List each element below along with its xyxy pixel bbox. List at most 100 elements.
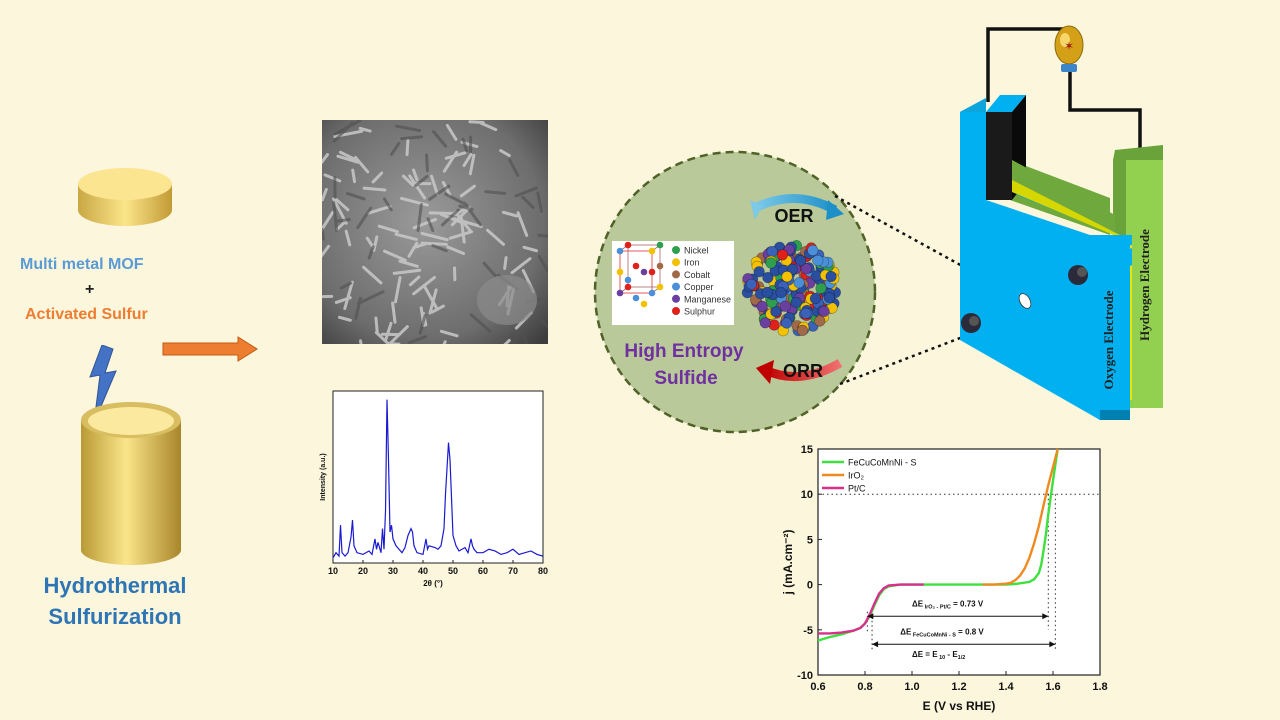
method-line-1: Hydrothermal [43,573,187,598]
sem-rod [510,257,532,275]
sem-rod [468,153,476,176]
sem-rod [462,201,482,227]
sem-rod [408,174,427,200]
series-line [982,448,1059,586]
sem-rod [334,218,351,223]
sem-rod [322,210,335,232]
sem-rod [426,217,435,233]
y-axis-label: j (mA.cm⁻²) [781,529,795,595]
atom-sphere [807,244,819,257]
hes-title-line-1: High Entropy [624,341,744,362]
legend-element-name: Copper [684,282,714,292]
screw-icon [1068,265,1088,285]
sem-rod [499,149,511,158]
legend-label: FeCuCoMnNi - S [848,458,917,468]
sulfur-label: Activated Sulfur [25,306,148,323]
y-tick-label: 10 [801,489,813,501]
hydrogen-electrode-label: Hydrogen Electrode [1137,229,1152,341]
xrd-line [332,399,544,559]
method-line-2: Sulfurization [48,604,182,629]
sem-rod [362,265,383,285]
sem-rod [374,316,379,334]
atom-sphere [790,296,802,309]
sem-rod [414,174,429,188]
y-tick-label: -5 [803,625,813,637]
atom-sphere [793,277,805,289]
arrow-right-icon [162,336,258,362]
xrd-x-tick-label: 80 [538,566,548,576]
sem-rod [354,296,362,320]
sem-rod [416,202,423,233]
atom-sphere [766,245,778,258]
sem-rod [394,276,402,304]
legend-element-name: Manganese [684,294,731,304]
legend-marker [672,270,680,279]
sem-rod [362,186,387,192]
sem-rod [390,141,401,156]
xrd-x-tick-label: 30 [388,566,398,576]
sem-rod [459,215,466,244]
black-plate [986,112,1012,200]
x-tick-label: 0.8 [857,681,872,693]
svg-text:✶: ✶ [1064,39,1074,53]
sem-rod [520,330,529,344]
atom-sphere [825,270,837,283]
sem-rod [391,301,397,324]
sem-rod [359,339,363,344]
atom-sphere [796,324,809,336]
sem-rod [344,229,352,247]
atom-sphere [815,282,827,294]
sem-rod [392,268,422,275]
atom-sphere [800,307,812,319]
light-bulb-icon: ✶ [1054,25,1084,72]
sem-rod [399,196,429,207]
oer-arrow-icon [752,194,838,214]
sem-rod [323,173,342,183]
crystal-lattice-icon [616,241,664,308]
sem-rod [418,313,427,335]
sem-micrograph [322,120,548,344]
method-label: Hydrothermal Sulfurization [20,570,210,632]
sem-rod [395,124,422,133]
sem-rod [425,153,429,173]
sem-rod [343,280,354,310]
x-tick-label: 1.0 [904,681,919,693]
sem-rod [351,168,357,184]
sem-rod [412,168,419,182]
sem-rod [322,227,325,241]
atom-sphere [765,257,777,269]
sem-rod [401,174,415,187]
x-tick-label: 0.6 [810,681,825,693]
sem-rod [339,281,353,290]
sem-rod [356,206,373,230]
sem-rod [514,186,539,198]
oxygen-cell-body [960,112,1130,420]
y-tick-label: -10 [797,670,813,682]
autoclave-cylinder [81,402,181,565]
sem-rod [374,331,391,344]
lightning-icon [89,345,117,424]
xrd-ylabel: Intensity (a.u.) [320,453,327,500]
sem-rod [371,171,384,184]
sem-rod [365,236,375,249]
sem-rod [367,245,375,260]
xrd-x-tick-label: 40 [418,566,428,576]
atom-sphere [770,305,782,318]
sem-rod [508,158,520,177]
sem-rod [486,228,506,246]
legend-marker [672,307,680,315]
hydrogen-electrode [1126,160,1163,408]
sem-rod [407,241,419,258]
x-tick-label: 1.8 [1092,681,1107,693]
delta-e-annotation: ΔE = E 10 - E1/2 [912,650,965,661]
xrd-x-tick-label: 70 [508,566,518,576]
hes-circle: Nickel Iron Cobalt Copper Manganese Sulphur O… [593,150,877,434]
xrd-x-tick-label: 60 [478,566,488,576]
sem-rod [322,337,325,344]
screw-icon [961,313,981,333]
sem-rod [430,174,439,196]
sem-rod [408,275,421,287]
atom-sphere [775,287,787,299]
sem-rod [522,245,539,253]
sem-rod [461,137,469,153]
